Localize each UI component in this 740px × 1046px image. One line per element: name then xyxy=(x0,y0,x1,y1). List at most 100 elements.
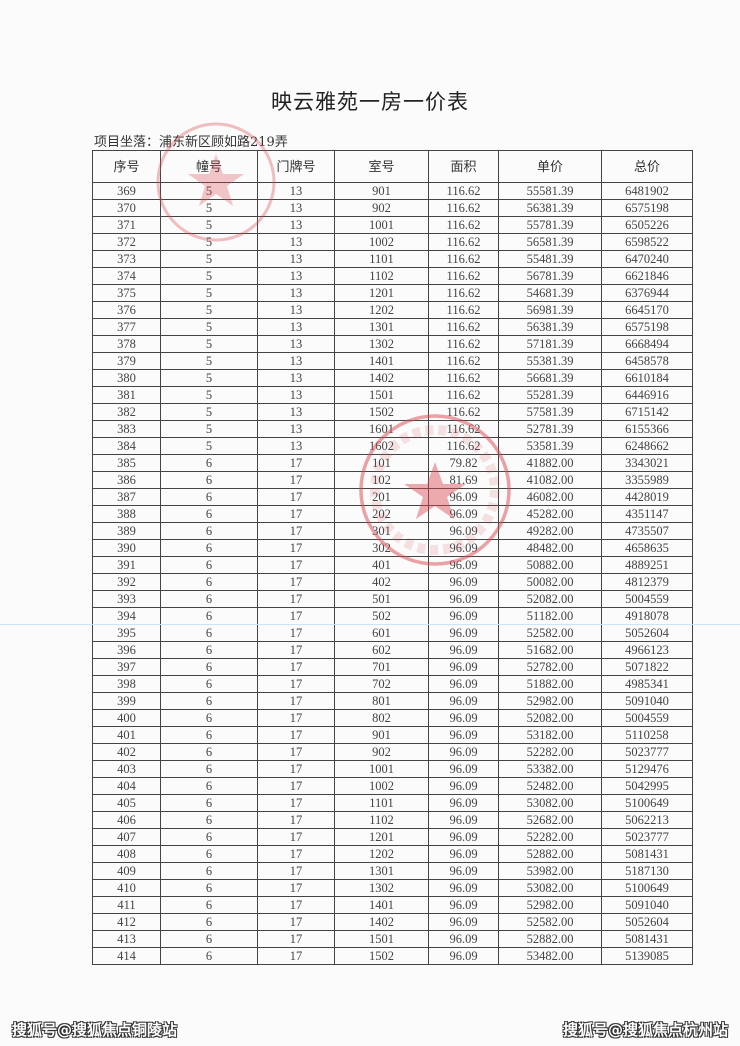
cell-unit-price: 53581.39 xyxy=(498,437,602,455)
cell-door-number: 17 xyxy=(257,947,335,965)
table-row: 370 5 13 902 116.62 56381.39 6575198 xyxy=(92,199,693,217)
cell-total-price: 4985341 xyxy=(601,675,693,693)
cell-room: 702 xyxy=(334,675,429,693)
cell-total-price: 5100649 xyxy=(601,794,693,812)
cell-total-price: 4889251 xyxy=(601,556,693,574)
cell-room: 1402 xyxy=(334,913,429,931)
cell-building: 6 xyxy=(160,896,258,914)
cell-total-price: 3355989 xyxy=(601,471,693,489)
cell-room: 502 xyxy=(334,607,429,625)
cell-door-number: 13 xyxy=(257,233,335,251)
cell-unit-price: 45282.00 xyxy=(498,505,602,523)
cell-room: 1001 xyxy=(334,760,429,778)
cell-room: 302 xyxy=(334,539,429,557)
cell-door-number: 17 xyxy=(257,743,335,761)
cell-door-number: 17 xyxy=(257,709,335,727)
cell-door-number: 13 xyxy=(257,182,335,200)
cell-door-number: 13 xyxy=(257,301,335,319)
cell-index: 392 xyxy=(92,573,161,591)
table-row: 414 6 17 1502 96.09 53482.00 5139085 xyxy=(92,947,693,965)
table-row: 377 5 13 1301 116.62 56381.39 6575198 xyxy=(92,318,693,336)
table-row: 390 6 17 302 96.09 48482.00 4658635 xyxy=(92,539,693,557)
table-row: 384 5 13 1602 116.62 53581.39 6248662 xyxy=(92,437,693,455)
table-row: 371 5 13 1001 116.62 55781.39 6505226 xyxy=(92,216,693,234)
cell-building: 6 xyxy=(160,862,258,880)
cell-total-price: 6715142 xyxy=(601,403,693,421)
cell-index: 413 xyxy=(92,930,161,948)
header-area: 面积 xyxy=(428,150,499,183)
cell-total-price: 5091040 xyxy=(601,896,693,914)
cell-unit-price: 52282.00 xyxy=(498,828,602,846)
table-row: 381 5 13 1501 116.62 55281.39 6446916 xyxy=(92,386,693,404)
cell-unit-price: 52282.00 xyxy=(498,743,602,761)
cell-index: 393 xyxy=(92,590,161,608)
cell-building: 6 xyxy=(160,777,258,795)
cell-index: 394 xyxy=(92,607,161,625)
cell-unit-price: 49282.00 xyxy=(498,522,602,540)
cell-index: 398 xyxy=(92,675,161,693)
cell-door-number: 17 xyxy=(257,488,335,506)
cell-area: 96.09 xyxy=(428,777,499,795)
cell-door-number: 13 xyxy=(257,420,335,438)
cell-building: 6 xyxy=(160,743,258,761)
cell-unit-price: 52582.00 xyxy=(498,913,602,931)
cell-room: 1201 xyxy=(334,284,429,302)
cell-total-price: 4735507 xyxy=(601,522,693,540)
cell-door-number: 17 xyxy=(257,811,335,829)
cell-index: 379 xyxy=(92,352,161,370)
cell-index: 373 xyxy=(92,250,161,268)
cell-unit-price: 41882.00 xyxy=(498,454,602,472)
cell-index: 387 xyxy=(92,488,161,506)
table-row: 385 6 17 101 79.82 41882.00 3343021 xyxy=(92,454,693,472)
table-row: 411 6 17 1401 96.09 52982.00 5091040 xyxy=(92,896,693,914)
table-row: 404 6 17 1002 96.09 52482.00 5042995 xyxy=(92,777,693,795)
cell-total-price: 5081431 xyxy=(601,845,693,863)
cell-building: 6 xyxy=(160,930,258,948)
table-row: 399 6 17 801 96.09 52982.00 5091040 xyxy=(92,692,693,710)
cell-index: 385 xyxy=(92,454,161,472)
cell-total-price: 6470240 xyxy=(601,250,693,268)
cell-unit-price: 51182.00 xyxy=(498,607,602,625)
cell-total-price: 5081431 xyxy=(601,930,693,948)
cell-building: 6 xyxy=(160,726,258,744)
cell-area: 116.62 xyxy=(428,199,499,217)
cell-building: 5 xyxy=(160,420,258,438)
cell-building: 6 xyxy=(160,709,258,727)
cell-area: 96.09 xyxy=(428,590,499,608)
table-row: 378 5 13 1302 116.62 57181.39 6668494 xyxy=(92,335,693,353)
cell-unit-price: 53482.00 xyxy=(498,947,602,965)
table-row: 410 6 17 1302 96.09 53082.00 5100649 xyxy=(92,879,693,897)
cell-door-number: 17 xyxy=(257,641,335,659)
cell-room: 902 xyxy=(334,743,429,761)
cell-index: 380 xyxy=(92,369,161,387)
cell-index: 400 xyxy=(92,709,161,727)
cell-total-price: 6376944 xyxy=(601,284,693,302)
cell-unit-price: 54681.39 xyxy=(498,284,602,302)
cell-unit-price: 56581.39 xyxy=(498,233,602,251)
table-row: 395 6 17 601 96.09 52582.00 5052604 xyxy=(92,624,693,642)
cell-door-number: 17 xyxy=(257,896,335,914)
cell-index: 405 xyxy=(92,794,161,812)
cell-total-price: 5023777 xyxy=(601,743,693,761)
cell-index: 372 xyxy=(92,233,161,251)
table-row: 373 5 13 1101 116.62 55481.39 6470240 xyxy=(92,250,693,268)
cell-unit-price: 52982.00 xyxy=(498,896,602,914)
cell-room: 1401 xyxy=(334,896,429,914)
cell-door-number: 17 xyxy=(257,760,335,778)
cell-total-price: 6610184 xyxy=(601,369,693,387)
table-row: 383 5 13 1601 116.62 52781.39 6155366 xyxy=(92,420,693,438)
cell-index: 383 xyxy=(92,420,161,438)
cell-room: 1201 xyxy=(334,828,429,846)
cell-room: 901 xyxy=(334,182,429,200)
cell-building: 5 xyxy=(160,301,258,319)
cell-index: 412 xyxy=(92,913,161,931)
cell-area: 116.62 xyxy=(428,284,499,302)
cell-unit-price: 52082.00 xyxy=(498,590,602,608)
cell-building: 6 xyxy=(160,947,258,965)
cell-total-price: 6668494 xyxy=(601,335,693,353)
cell-building: 6 xyxy=(160,505,258,523)
header-room: 室号 xyxy=(334,150,429,183)
cell-building: 6 xyxy=(160,658,258,676)
cell-building: 6 xyxy=(160,811,258,829)
cell-index: 376 xyxy=(92,301,161,319)
